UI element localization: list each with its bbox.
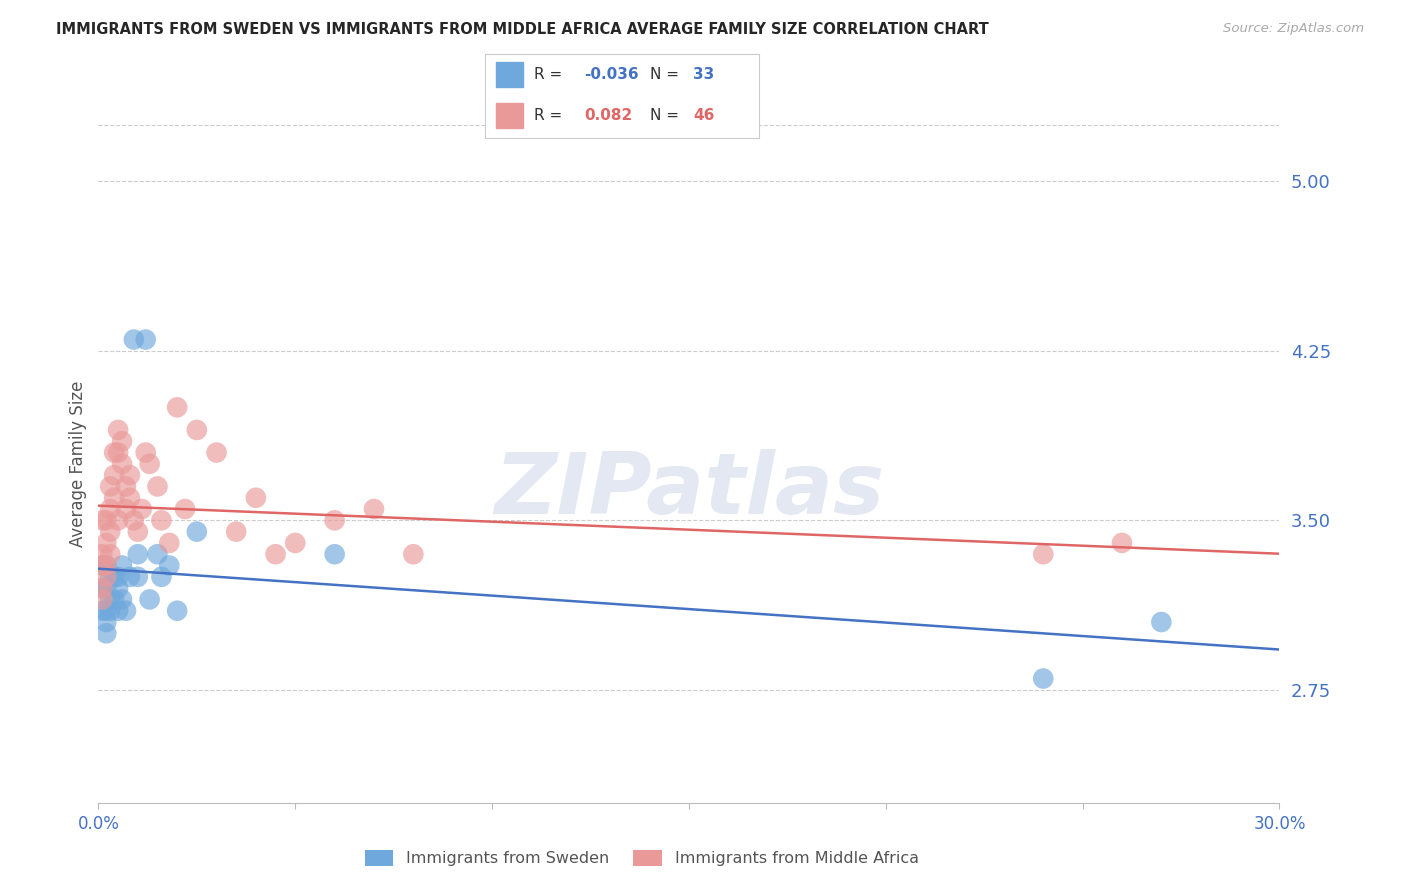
- Point: [225, 524, 247, 539]
- Point: [157, 558, 180, 573]
- Point: [111, 592, 134, 607]
- Text: 33: 33: [693, 67, 714, 82]
- Point: [363, 502, 385, 516]
- Point: [96, 570, 118, 584]
- Point: [107, 445, 129, 459]
- Point: [91, 592, 114, 607]
- Legend: Immigrants from Sweden, Immigrants from Middle Africa: Immigrants from Sweden, Immigrants from …: [359, 844, 925, 872]
- Text: N =: N =: [650, 108, 679, 123]
- Point: [138, 457, 160, 471]
- Point: [103, 445, 125, 459]
- Point: [98, 570, 121, 584]
- Point: [96, 604, 118, 618]
- Point: [98, 592, 121, 607]
- Point: [103, 491, 125, 505]
- Text: N =: N =: [650, 67, 679, 82]
- Point: [96, 513, 118, 527]
- Text: ZIPatlas: ZIPatlas: [494, 450, 884, 533]
- Point: [98, 524, 121, 539]
- Point: [96, 626, 118, 640]
- Point: [107, 604, 129, 618]
- Point: [146, 479, 169, 493]
- Point: [1032, 672, 1054, 686]
- Point: [122, 513, 145, 527]
- Text: 46: 46: [693, 108, 714, 123]
- Point: [146, 547, 169, 561]
- Point: [135, 445, 157, 459]
- Point: [1032, 547, 1054, 561]
- Point: [264, 547, 287, 561]
- Point: [127, 547, 149, 561]
- Point: [284, 536, 307, 550]
- Point: [98, 479, 121, 493]
- Text: -0.036: -0.036: [583, 67, 638, 82]
- Point: [103, 592, 125, 607]
- Text: Source: ZipAtlas.com: Source: ZipAtlas.com: [1223, 22, 1364, 36]
- Point: [107, 570, 129, 584]
- Bar: [496, 103, 523, 128]
- Point: [91, 581, 114, 595]
- Point: [107, 423, 129, 437]
- Point: [402, 547, 425, 561]
- Point: [91, 558, 114, 573]
- Point: [127, 524, 149, 539]
- Point: [245, 491, 267, 505]
- Point: [103, 468, 125, 483]
- Point: [111, 457, 134, 471]
- Point: [174, 502, 197, 516]
- Point: [150, 513, 173, 527]
- Point: [118, 468, 141, 483]
- Text: 0.082: 0.082: [583, 108, 633, 123]
- Point: [115, 604, 138, 618]
- Point: [166, 604, 188, 618]
- Point: [150, 570, 173, 584]
- Point: [115, 502, 138, 516]
- Point: [107, 581, 129, 595]
- Point: [115, 479, 138, 493]
- Point: [157, 536, 180, 550]
- Text: IMMIGRANTS FROM SWEDEN VS IMMIGRANTS FROM MIDDLE AFRICA AVERAGE FAMILY SIZE CORR: IMMIGRANTS FROM SWEDEN VS IMMIGRANTS FRO…: [56, 22, 988, 37]
- Text: R =: R =: [534, 67, 562, 82]
- Point: [91, 547, 114, 561]
- Point: [98, 502, 121, 516]
- Point: [205, 445, 228, 459]
- Point: [127, 570, 149, 584]
- Point: [166, 401, 188, 415]
- Point: [323, 513, 346, 527]
- Point: [91, 558, 114, 573]
- Point: [186, 524, 208, 539]
- Point: [1150, 615, 1173, 629]
- Text: R =: R =: [534, 108, 562, 123]
- Point: [118, 491, 141, 505]
- Point: [96, 615, 118, 629]
- Point: [135, 333, 157, 347]
- Point: [98, 547, 121, 561]
- Point: [107, 513, 129, 527]
- Point: [96, 558, 118, 573]
- Point: [111, 434, 134, 449]
- Point: [118, 570, 141, 584]
- Point: [96, 558, 118, 573]
- Point: [91, 604, 114, 618]
- Bar: [496, 62, 523, 87]
- Point: [91, 513, 114, 527]
- Y-axis label: Average Family Size: Average Family Size: [69, 381, 87, 547]
- Point: [186, 423, 208, 437]
- Point: [103, 570, 125, 584]
- Point: [131, 502, 153, 516]
- Point: [96, 536, 118, 550]
- Point: [122, 333, 145, 347]
- Point: [111, 558, 134, 573]
- Point: [98, 604, 121, 618]
- Point: [323, 547, 346, 561]
- Point: [1111, 536, 1133, 550]
- Point: [96, 581, 118, 595]
- Point: [138, 592, 160, 607]
- Point: [91, 581, 114, 595]
